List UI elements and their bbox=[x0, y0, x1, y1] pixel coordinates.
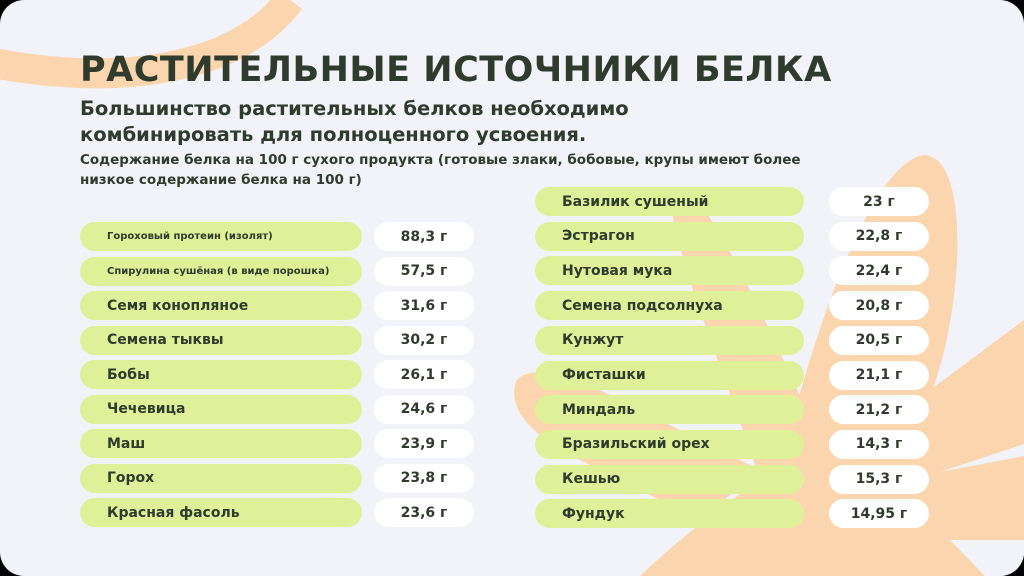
item-value: 24,6 г bbox=[374, 394, 474, 424]
item-value: 20,8 г bbox=[829, 291, 929, 321]
item-name: Бразильский орех bbox=[535, 429, 804, 459]
item-name: Фундук bbox=[535, 499, 804, 529]
item-name: Нутовая мука bbox=[535, 256, 804, 286]
item-value: 23 г bbox=[829, 187, 929, 216]
item-name: Семя конопляное bbox=[80, 291, 362, 320]
item-value: 31,6 г bbox=[374, 291, 474, 320]
item-value: 22,4 г bbox=[829, 256, 929, 286]
item-name: Эстрагон bbox=[535, 221, 804, 251]
subtitle-line-2: комбинировать для полноценного усвоения. bbox=[80, 123, 587, 146]
item-value: 23,6 г bbox=[374, 498, 474, 527]
item-name: Миндаль bbox=[535, 395, 804, 425]
item-name: Бобы bbox=[80, 360, 362, 389]
item-value: 21,2 г bbox=[829, 395, 929, 425]
item-value: 15,3 г bbox=[829, 464, 929, 494]
item-value: 21,1 г bbox=[829, 360, 929, 390]
item-name: Семена тыквы bbox=[80, 325, 362, 355]
item-name: Семена подсолнуха bbox=[535, 291, 804, 321]
note: Содержание белка на 100 г сухого продукт… bbox=[80, 150, 840, 190]
item-name: Горох bbox=[80, 463, 362, 493]
subtitle-line-1: Большинство растительных белков необходи… bbox=[80, 97, 629, 120]
note-line-1: Содержание белка на 100 г сухого продукт… bbox=[80, 152, 801, 168]
item-value: 20,5 г bbox=[829, 325, 929, 355]
item-value: 26,1 г bbox=[374, 360, 474, 389]
item-name: Маш bbox=[80, 429, 362, 458]
note-line-2: низкое содержание белка на 100 г) bbox=[80, 172, 362, 188]
item-value: 57,5 г bbox=[374, 256, 474, 286]
item-name: Базилик сушеный bbox=[535, 187, 804, 216]
item-value: 23,8 г bbox=[374, 463, 474, 493]
item-value: 88,3 г bbox=[374, 222, 474, 251]
item-name: Чечевица bbox=[80, 394, 362, 424]
item-value: 30,2 г bbox=[374, 325, 474, 355]
item-name: Гороховый протеин (изолят) bbox=[80, 222, 362, 251]
subtitle: Большинство растительных белков необходи… bbox=[80, 96, 629, 148]
item-value: 14,95 г bbox=[829, 499, 929, 529]
item-value: 23,9 г bbox=[374, 429, 474, 458]
item-name: Кунжут bbox=[535, 325, 804, 355]
item-value: 14,3 г bbox=[829, 429, 929, 459]
item-name: Кешью bbox=[535, 464, 804, 494]
page-title: РАСТИТЕЛЬНЫЕ ИСТОЧНИКИ БЕЛКА bbox=[80, 50, 832, 90]
item-name: Спирулина сушёная (в виде порошка) bbox=[80, 256, 362, 286]
item-name: Фисташки bbox=[535, 360, 804, 390]
item-value: 22,8 г bbox=[829, 221, 929, 251]
item-name: Красная фасоль bbox=[80, 498, 362, 527]
